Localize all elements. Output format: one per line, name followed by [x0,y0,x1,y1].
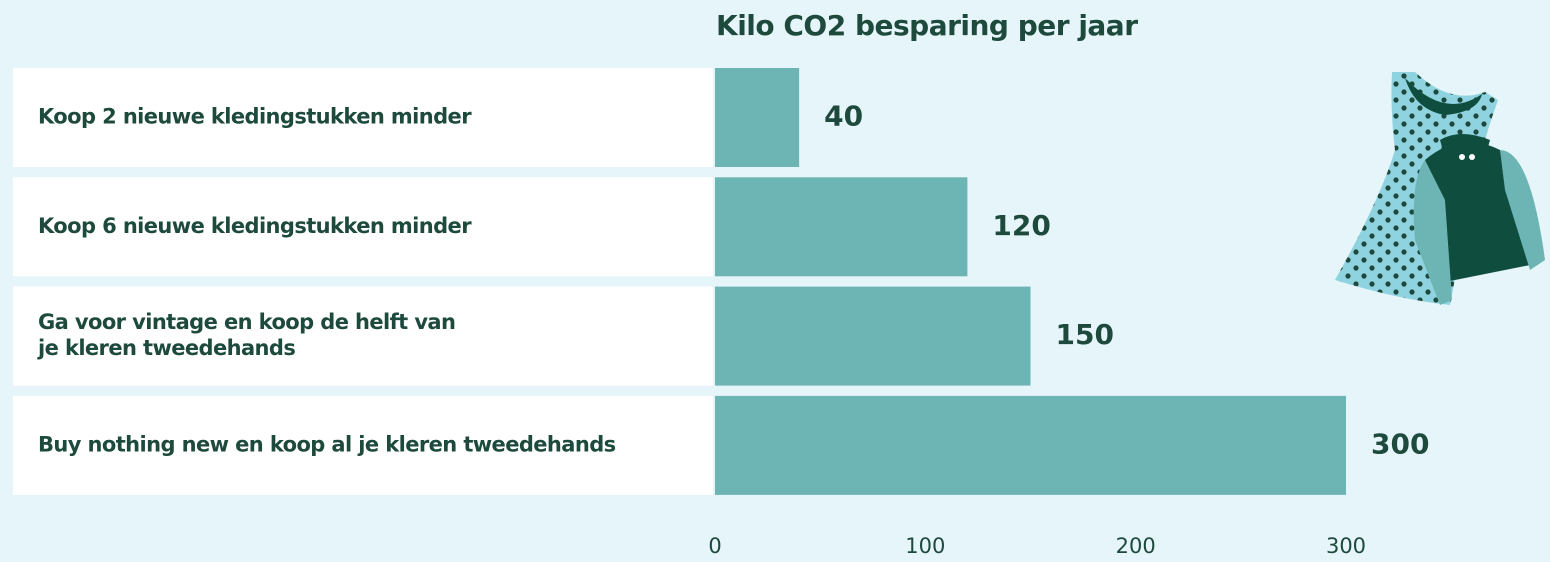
label-box [13,177,713,277]
label-box [13,395,713,495]
value-label: 40 [824,100,863,133]
label-box [13,286,713,386]
category-label: Buy nothing new en koop al je kleren twe… [38,432,616,456]
illustration [1335,72,1545,305]
category-label: Koop 2 nieuwe kledingstukken minder [38,105,472,129]
value-label: 300 [1371,427,1429,460]
bar [715,286,1031,386]
bar [715,395,1346,495]
bar [715,177,968,277]
value-label: 150 [1056,318,1114,351]
x-tick-label: 0 [708,534,721,558]
category-label: Koop 6 nieuwe kledingstukken minder [38,214,472,238]
category-label: Ga voor vintage en koop de helft van je k… [37,310,455,360]
x-tick-label: 200 [1116,534,1156,558]
chart-title: Kilo CO2 besparing per jaar [716,9,1138,42]
x-tick-label: 300 [1326,534,1366,558]
x-tick-label: 100 [905,534,945,558]
label-box [13,68,713,167]
bar [715,68,800,167]
value-label: 120 [992,209,1050,242]
